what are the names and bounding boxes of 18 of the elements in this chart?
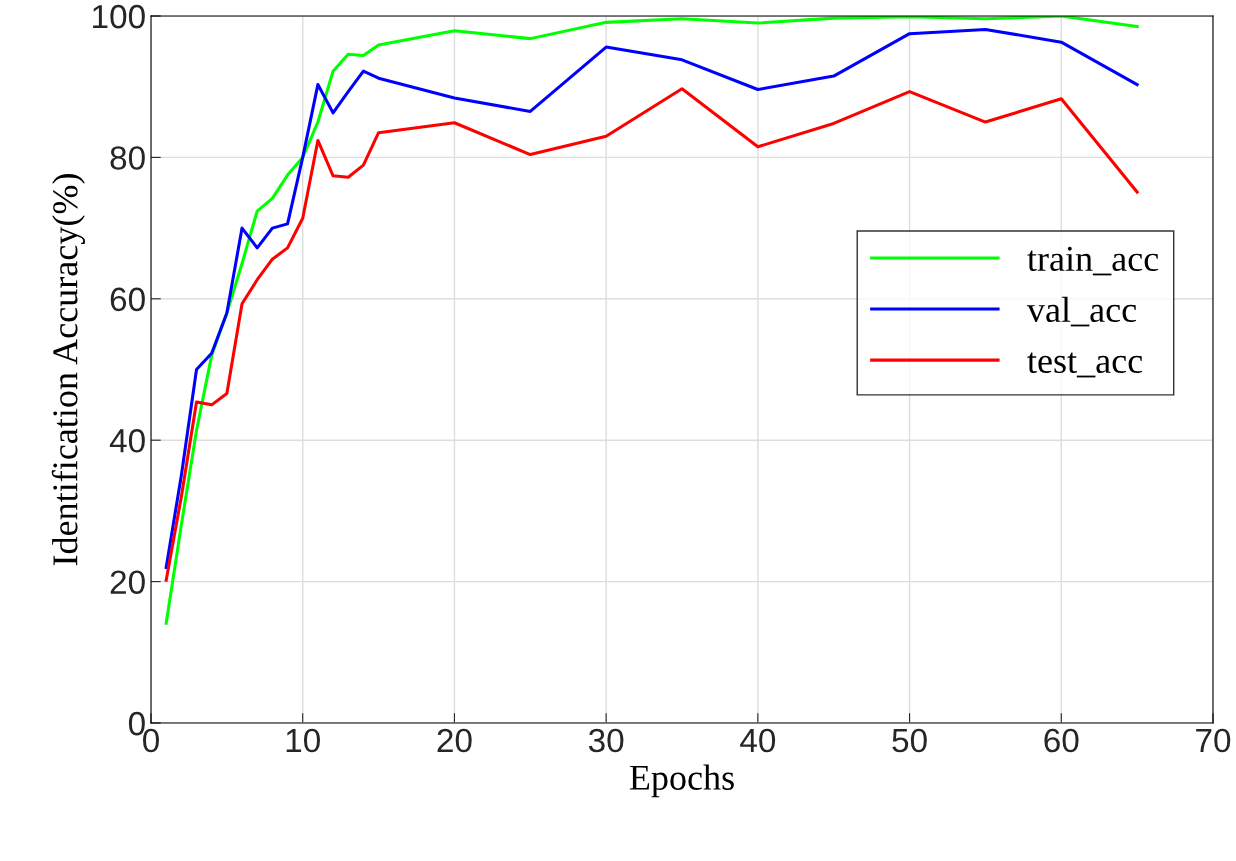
x-tick-label: 70: [1196, 728, 1231, 753]
x-tick-label: 40: [740, 728, 776, 753]
y-tick-label: 60: [110, 287, 145, 312]
y-tick-label: 40: [109, 429, 145, 453]
x-tick-label: 10: [286, 728, 320, 753]
y-tick-label: 20: [110, 570, 145, 595]
x-axis-title: Epochs: [629, 764, 734, 798]
y-tick-label: 100: [93, 4, 145, 29]
legend-label: val_acc: [1026, 296, 1137, 327]
x-tick-label: 30: [588, 728, 624, 753]
y-tick-label: 80: [110, 146, 145, 170]
y-tick-label: 0: [128, 711, 145, 736]
y-axis-title: Identification Accuracy(%): [51, 174, 85, 566]
x-tick-label: 50: [892, 728, 927, 753]
legend-label: train_acc: [1027, 246, 1159, 276]
x-tick-label: 20: [437, 728, 472, 753]
x-tick-label: 60: [1044, 728, 1079, 753]
legend-label: test_acc: [1027, 352, 1143, 378]
